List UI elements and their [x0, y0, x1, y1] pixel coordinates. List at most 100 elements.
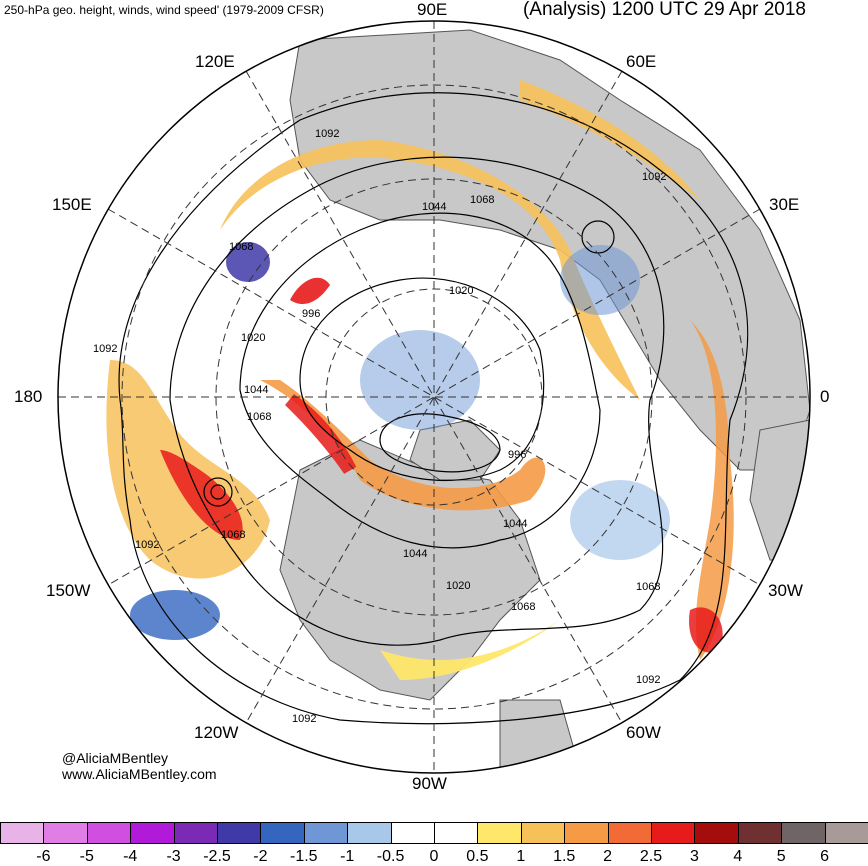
colorbar-label: 3 [689, 848, 699, 865]
colorbar-swatch [260, 822, 305, 844]
lon-label-150e: 150E [52, 195, 92, 214]
polar-map: 1092 1092 1092 1092 1092 1092 1068 1068 … [57, 20, 811, 774]
lon-label-90e: 90E [417, 0, 448, 19]
contour-closed-low-west-inner [210, 484, 226, 500]
contour-label: 1092 [642, 171, 666, 183]
meridian-120 [245, 70, 623, 724]
colorbar-label: 1.5 [553, 848, 576, 865]
colorbar-label: 2.5 [639, 848, 663, 865]
colorbar-label: 0 [429, 848, 439, 865]
contour-value-labels: 1092 1092 1092 1092 1092 1092 1068 1068 … [93, 128, 666, 725]
contour-closed-low-west [203, 477, 233, 507]
analysis-time: (Analysis) 1200 UTC 29 Apr 2018 [522, 0, 806, 20]
lon-label-180: 180 [14, 387, 43, 406]
colorbar-swatch [217, 822, 262, 844]
colorbar-label: 6 [820, 848, 830, 865]
contour-1092 [118, 92, 749, 725]
contour-996 [379, 413, 501, 473]
contour-1044 [239, 212, 601, 549]
meridian-30 [107, 208, 761, 586]
colorbar-swatch [824, 822, 868, 844]
chart-title: 250-hPa geo. height, winds, wind speed' … [4, 3, 324, 17]
jet-band-central [260, 380, 546, 511]
lon-label-90w: 90W [412, 774, 447, 793]
jet-band-northeast [520, 80, 700, 200]
jet-core-west [160, 450, 243, 540]
colorbar-label: -4 [123, 848, 138, 865]
blue-anomaly-east [560, 245, 640, 315]
contour-label: 1044 [422, 201, 446, 213]
jet-core-north [290, 277, 330, 305]
colorbar-label: 5 [776, 848, 786, 865]
contour-label: 1068 [636, 581, 660, 593]
blue-anomaly-150e [226, 242, 270, 282]
lon-label-30w: 30W [768, 581, 803, 600]
contour-1020 [299, 277, 545, 481]
colorbar-swatch [347, 822, 392, 844]
blue-anomaly-center [360, 330, 480, 430]
contour-label: 1092 [93, 343, 117, 355]
lon-label-30e: 30E [769, 195, 800, 214]
colorbar-swatch [130, 822, 175, 844]
colorbar-swatch [564, 822, 609, 844]
colorbar-swatch [477, 822, 522, 844]
colorbar-swatch [520, 822, 566, 844]
colorbar-swatch [781, 822, 826, 844]
land-masses [279, 29, 810, 773]
colorbar-label: -1 [340, 848, 355, 865]
contour-label: 1092 [315, 128, 339, 140]
colorbar-swatch [651, 822, 696, 844]
colorbar: -6 -5 -4 -3 -2.5 -2 -1.5 -1 -0.5 0 0.5 1 1.5 2 2.5 3 4 5 6 [0, 820, 868, 865]
colorbar-label: -0.5 [376, 848, 405, 865]
lon-label-150w: 150W [46, 581, 91, 600]
blue-anomaly-atlantic [570, 480, 670, 560]
lon-label-120e: 120E [195, 52, 235, 71]
colorbar-label: -5 [79, 848, 94, 865]
meridian-150 [107, 208, 761, 586]
contour-label: 996 [302, 308, 320, 320]
colorbar-label: -2 [253, 848, 268, 865]
credit-website: www.AliciaMBentley.com [62, 766, 217, 782]
contour-label: 1044 [403, 548, 427, 560]
colorbar-label: 2 [603, 848, 613, 865]
colorbar-swatch [737, 822, 783, 844]
blue-anomaly-150w [130, 590, 220, 640]
colorbar-swatch [43, 822, 88, 844]
graticule-circle-mid [215, 178, 653, 616]
jet-band-south [380, 620, 560, 680]
colorbar-label: 4 [733, 848, 743, 865]
contour-label: 1068 [229, 241, 253, 253]
land-greenland [409, 419, 501, 481]
colorbar-swatch [390, 822, 435, 844]
anomaly-shading [106, 80, 734, 680]
colorbar-swatch [0, 822, 45, 844]
contour-label: 1092 [636, 674, 660, 686]
height-contours [118, 92, 749, 725]
colorbar-swatch [303, 822, 349, 844]
graticule-circle-outer [121, 84, 747, 710]
colorbar-swatch [434, 822, 479, 844]
colorbar-swatch [86, 822, 132, 844]
meridian-60 [245, 70, 623, 724]
lon-label-60w: 60W [626, 723, 661, 742]
colorbar-label: -6 [36, 848, 51, 865]
map-boundary [57, 20, 811, 774]
graticule [58, 21, 810, 773]
contour-label: 1020 [446, 580, 470, 592]
colorbar-swatch [607, 822, 652, 844]
contour-label: 1044 [244, 384, 268, 396]
colorbar-swatch [694, 822, 739, 844]
contour-label: 996 [508, 449, 526, 461]
lon-label-120w: 120W [194, 723, 239, 742]
contour-label: 1020 [241, 332, 265, 344]
contour-label: 1044 [503, 518, 527, 530]
contour-label: 1068 [511, 601, 535, 613]
contour-label: 1092 [292, 713, 316, 725]
contour-label: 1020 [449, 285, 473, 297]
credit-handle: @AliciaMBentley [62, 750, 169, 766]
contour-label: 1068 [470, 194, 494, 206]
land-eurasia-east [289, 29, 810, 471]
lon-label-0: 0 [820, 387, 830, 406]
colorbar-swatch [173, 822, 218, 844]
lon-label-60e: 60E [626, 52, 657, 71]
